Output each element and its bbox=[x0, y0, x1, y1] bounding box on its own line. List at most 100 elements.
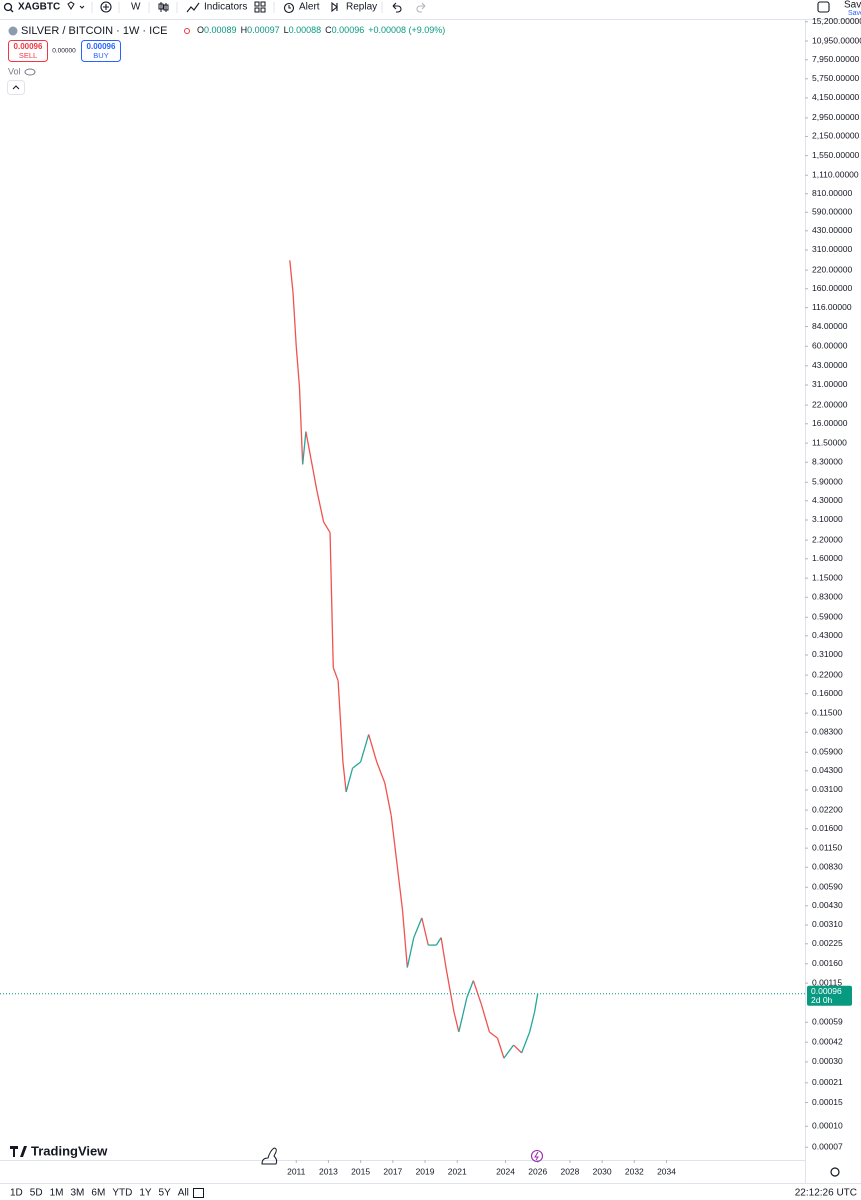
replay-icon[interactable] bbox=[331, 1, 338, 13]
alert-icon[interactable] bbox=[283, 2, 295, 14]
range-button[interactable]: 3M bbox=[71, 1188, 85, 1199]
date-range-button[interactable] bbox=[193, 1188, 204, 1198]
buy-price: 0.00096 bbox=[87, 42, 116, 51]
visibility-toggle[interactable] bbox=[24, 68, 36, 76]
price-segment bbox=[352, 761, 362, 769]
y-tick-label: 430.00000 bbox=[812, 225, 852, 235]
legend: SILVER / BITCOIN · 1W · ICE O0.00089 H0.0… bbox=[7, 25, 445, 95]
x-tick-label: 2028 bbox=[560, 1166, 579, 1176]
y-tick-label: 810.00000 bbox=[812, 188, 852, 198]
indicators-icon[interactable] bbox=[186, 2, 200, 13]
dropdown-caret[interactable] bbox=[79, 5, 85, 9]
x-tick-label: 2021 bbox=[448, 1166, 467, 1176]
y-tick-label: 7,950.00000 bbox=[812, 54, 860, 64]
price-segment bbox=[458, 997, 468, 1033]
y-tick-label: 16.00000 bbox=[812, 418, 848, 428]
symbol-logo bbox=[8, 26, 18, 36]
y-tick-label: 0.08300 bbox=[812, 726, 843, 736]
ohlc-value: 0.00089 bbox=[204, 25, 237, 35]
axes: 15,200.00000 10,950.00000 7,950.00000 5,750… bbox=[287, 16, 861, 1176]
price-segment bbox=[316, 491, 325, 523]
y-tick-label: 2,950.00000 bbox=[812, 112, 860, 122]
event-marker[interactable] bbox=[530, 1149, 544, 1163]
chart-type-button[interactable] bbox=[158, 2, 169, 12]
price-segment bbox=[466, 980, 474, 998]
y-tick-label: 590.00000 bbox=[812, 207, 852, 217]
y-tick-label: 10,950.00000 bbox=[812, 35, 861, 45]
x-tick-label: 2013 bbox=[319, 1166, 338, 1176]
y-tick-label: 5.90000 bbox=[812, 477, 843, 487]
sell-button[interactable] bbox=[8, 40, 48, 62]
sell-label: SELL bbox=[19, 51, 37, 60]
y-tick-label: 0.01600 bbox=[812, 823, 843, 833]
fullscreen-button[interactable] bbox=[817, 1, 830, 13]
price-segment bbox=[332, 667, 339, 681]
undo-button[interactable] bbox=[392, 2, 402, 13]
y-tick-label: 3.10000 bbox=[812, 514, 843, 524]
x-tick-label: 2034 bbox=[657, 1166, 676, 1176]
y-tick-label: 0.01150 bbox=[812, 842, 842, 852]
price-segment bbox=[435, 937, 442, 946]
branding: TradingView bbox=[10, 1143, 108, 1158]
range-button[interactable]: 6M bbox=[91, 1188, 105, 1199]
range-button[interactable]: 5D bbox=[30, 1188, 43, 1199]
y-tick-label: 31.00000 bbox=[812, 379, 848, 389]
settings-button[interactable] bbox=[830, 1167, 840, 1177]
y-tick-label: 0.00059 bbox=[812, 1017, 843, 1027]
price-segment bbox=[480, 1004, 491, 1033]
y-tick-label: 60.00000 bbox=[812, 341, 848, 351]
event-marker-bolt bbox=[534, 1151, 539, 1161]
layout-icon bbox=[260, 7, 266, 13]
alert-button[interactable]: Alert bbox=[299, 2, 320, 13]
price-segment bbox=[445, 967, 455, 1013]
y-tick-label: 8.30000 bbox=[812, 456, 843, 466]
layout-icon[interactable] bbox=[254, 1, 260, 7]
plot bbox=[0, 260, 805, 1059]
price-segment bbox=[360, 734, 370, 763]
price-segment bbox=[489, 1031, 498, 1039]
price-segment bbox=[533, 993, 539, 1013]
y-tick-label: 15,200.00000 bbox=[812, 16, 861, 26]
symbol[interactable]: XAGBTC bbox=[18, 2, 60, 13]
x-tick-label: 2011 bbox=[287, 1166, 306, 1176]
replay-button[interactable]: Replay bbox=[346, 2, 377, 13]
spread: 0.00000 bbox=[52, 48, 76, 55]
x-tick-label: 2032 bbox=[625, 1166, 644, 1176]
save-button[interactable]: Save bbox=[844, 0, 861, 11]
symbol-type-icon[interactable] bbox=[67, 1, 75, 10]
redo-button[interactable] bbox=[416, 2, 426, 13]
y-tick-label: 0.59000 bbox=[812, 612, 843, 622]
y-tick-label: 2.20000 bbox=[812, 534, 843, 544]
layout-icon bbox=[260, 1, 266, 7]
buy-button[interactable] bbox=[81, 40, 121, 62]
ohlc-label: C bbox=[325, 25, 332, 35]
price-segment bbox=[302, 431, 307, 465]
sell-price: 0.00096 bbox=[14, 42, 43, 51]
range-button[interactable]: 1Y bbox=[139, 1188, 152, 1199]
y-tick-label: 0.43000 bbox=[812, 630, 843, 640]
price-segment bbox=[345, 767, 354, 793]
range-button[interactable]: 5Y bbox=[159, 1188, 172, 1199]
x-tick-label: 2024 bbox=[496, 1166, 515, 1176]
y-tick-label: 0.00030 bbox=[812, 1056, 843, 1066]
search-icon[interactable] bbox=[3, 2, 13, 12]
price-segment bbox=[413, 917, 423, 938]
range-button[interactable]: 1D bbox=[10, 1188, 23, 1199]
price-segment bbox=[295, 346, 301, 387]
y-tick-label: 1,550.00000 bbox=[812, 150, 860, 160]
price-segment bbox=[513, 1044, 523, 1054]
tv-logo bbox=[10, 1146, 27, 1157]
range-button[interactable]: 1M bbox=[50, 1188, 64, 1199]
y-tick-label: 160.00000 bbox=[812, 283, 852, 293]
compare-plus bbox=[103, 4, 109, 10]
collapse-button[interactable] bbox=[7, 80, 25, 95]
indicators-button[interactable]: Indicators bbox=[204, 2, 247, 13]
range-button[interactable]: All bbox=[178, 1188, 189, 1199]
y-tick-label: 310.00000 bbox=[812, 244, 852, 254]
price-segment bbox=[397, 869, 404, 911]
interval[interactable]: W bbox=[131, 2, 141, 13]
range-button[interactable]: YTD bbox=[112, 1188, 132, 1199]
price-segment bbox=[496, 1037, 505, 1059]
compare-button[interactable] bbox=[100, 1, 112, 13]
